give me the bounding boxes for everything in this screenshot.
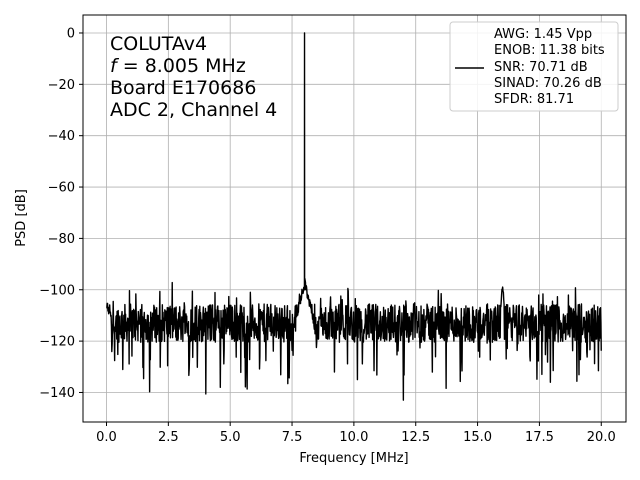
legend-box (449, 21, 619, 112)
legend-entry-sinad: SINAD: 70.26 dB (494, 76, 602, 91)
legend-entry-sfdr: SFDR: 81.71 (494, 92, 574, 107)
x-tick-label: 7.5 (282, 430, 303, 445)
psd-series-clip (106, 32, 602, 401)
x-tick-label: 15.0 (463, 430, 492, 445)
x-axis-ticks: 0.0 2.5 5.0 7.5 10.0 12.5 15.0 17.5 20.0 (96, 422, 616, 445)
annotation-block: COLUTAv4 f = 8.005 MHz Board E170686 ADC… (110, 33, 277, 121)
y-tick-label: −80 (48, 232, 75, 247)
annotation-frequency-value: = 8.005 MHz (117, 55, 246, 77)
legend: AWG: 1.45 Vpp ENOB: 11.38 bits SNR: 70.7… (449, 21, 619, 112)
x-axis-label: Frequency [MHz] (299, 451, 408, 466)
x-tick-label: 20.0 (587, 430, 616, 445)
annotation-chip: COLUTAv4 (110, 33, 207, 55)
legend-entry-snr: SNR: 70.71 dB (494, 60, 588, 75)
x-tick-label: 5.0 (220, 430, 241, 445)
legend-entry-enob: ENOB: 11.38 bits (494, 43, 605, 58)
y-tick-label: −60 (48, 181, 75, 196)
psd-series-line (106, 32, 602, 401)
y-tick-label: 0 (67, 26, 75, 41)
x-tick-label: 2.5 (158, 430, 179, 445)
y-tick-label: −20 (48, 78, 75, 93)
y-axis-label: PSD [dB] (14, 189, 29, 247)
annotation-frequency-symbol: f (110, 55, 120, 77)
plot-frame (82, 14, 627, 423)
x-tick-label: 0.0 (96, 430, 117, 445)
y-tick-label: −100 (39, 283, 75, 298)
x-tick-label: 17.5 (525, 430, 554, 445)
x-tick-label: 12.5 (401, 430, 430, 445)
annotation-board: Board E170686 (110, 77, 256, 99)
y-tick-label: −120 (39, 335, 75, 350)
legend-entry-awg: AWG: 1.45 Vpp (494, 27, 592, 42)
x-tick-label: 10.0 (339, 430, 368, 445)
annotation-frequency: f = 8.005 MHz (110, 55, 246, 77)
annotation-channel: ADC 2, Channel 4 (110, 99, 277, 121)
y-tick-label: −140 (39, 386, 75, 401)
y-tick-label: −40 (48, 129, 75, 144)
y-axis-ticks: 0 −20 −40 −60 −80 −100 −120 −140 (39, 26, 83, 401)
